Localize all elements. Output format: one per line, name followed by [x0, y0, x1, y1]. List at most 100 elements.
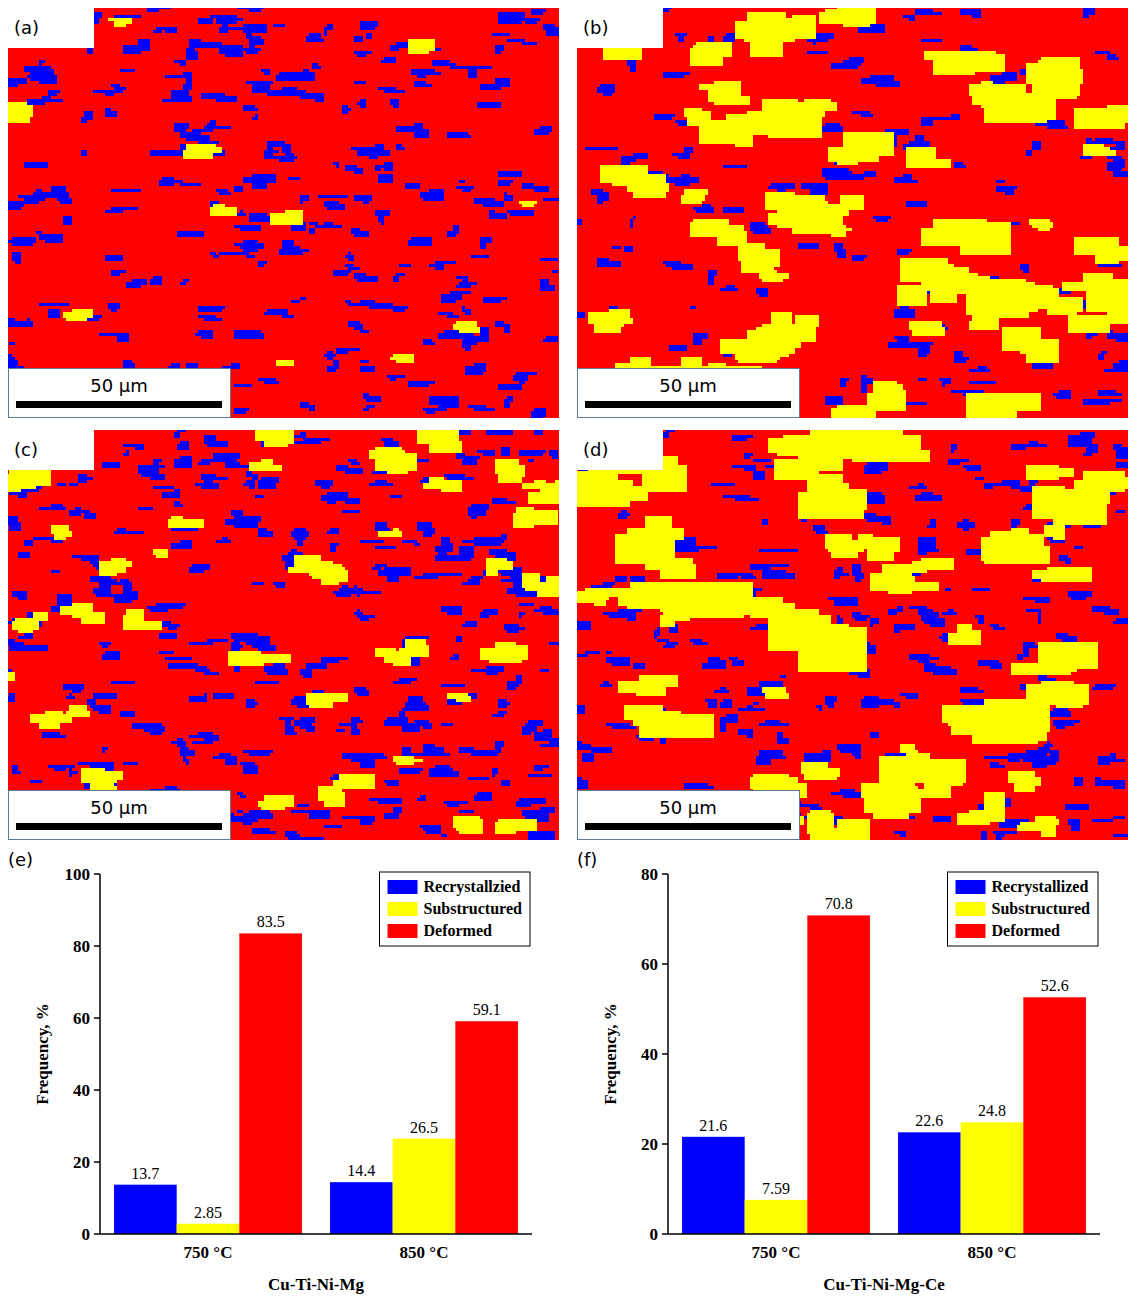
ebsd-grain: [27, 318, 30, 324]
ebsd-grain: [117, 15, 141, 18]
ebsd-grain: [402, 264, 411, 267]
ebsd-grain: [8, 201, 24, 207]
label-notch: [8, 8, 94, 48]
ebsd-grain: [231, 642, 240, 651]
ebsd-grain: [240, 408, 249, 411]
ebsd-grain: [111, 306, 117, 312]
ebsd-grain: [453, 132, 468, 138]
ebsd-grain: [399, 42, 408, 48]
ebsd-grain: [303, 69, 309, 75]
ebsd-grain: [345, 264, 354, 267]
ebsd-grain: [825, 171, 852, 180]
ebsd-grain: [222, 18, 243, 21]
ebsd-grain: [480, 333, 489, 342]
ebsd-grain: [693, 336, 702, 345]
ebsd-grain: [174, 123, 189, 129]
ebsd-grain: [120, 711, 135, 717]
ebsd-grain: [633, 174, 666, 198]
ebsd-grain: [18, 237, 36, 243]
ebsd-grain: [183, 150, 213, 159]
ebsd-grain: [507, 39, 525, 42]
ebsd-grain: [708, 39, 711, 42]
ebsd-grain: [84, 477, 93, 480]
ebsd-grain: [546, 336, 558, 339]
ebsd-grain: [423, 339, 432, 345]
ebsd-grain: [111, 306, 117, 312]
ebsd-grain: [1005, 192, 1014, 195]
ebsd-grain: [1116, 141, 1119, 147]
ebsd-grain: [906, 153, 927, 168]
ebsd-grain: [501, 570, 510, 576]
ebsd-grain: [471, 69, 474, 75]
ebsd-grain: [273, 582, 282, 585]
ebsd-grain: [255, 831, 276, 834]
ebsd-grain: [96, 567, 99, 570]
ebsd-grain: [114, 273, 120, 276]
ebsd-grain: [1080, 156, 1092, 159]
ebsd-grain: [399, 357, 414, 363]
ebsd-grain: [708, 273, 714, 285]
ebsd-grain: [456, 639, 462, 642]
figure: (a)50 μm(b)50 μm(c)50 μm(d)50 μm(e)13.71…: [0, 0, 1128, 1300]
ebsd-grain: [1032, 363, 1050, 369]
ebsd-grain: [258, 528, 267, 537]
ebsd-grain: [237, 810, 243, 813]
ebsd-grain: [951, 114, 960, 120]
ebsd-grain: [753, 228, 771, 234]
ebsd-grain: [252, 219, 270, 222]
ebsd-grain: [24, 198, 39, 204]
ebsd-grain: [180, 183, 192, 186]
ebsd-grain: [345, 300, 351, 303]
ebsd-grain: [1005, 189, 1014, 192]
ebsd-grain: [654, 114, 672, 120]
ebsd-grain: [102, 654, 114, 660]
ebsd-grain: [1095, 51, 1110, 54]
ebsd-grain: [27, 198, 39, 201]
ebsd-grain: [1101, 351, 1107, 354]
ebsd-grain: [342, 105, 348, 111]
ebsd-grain: [324, 222, 333, 225]
ebsd-grain: [396, 354, 414, 363]
ebsd-grain: [8, 357, 15, 360]
ebsd-grain: [459, 180, 465, 183]
ebsd-grain: [12, 81, 27, 84]
ebsd-grain: [195, 741, 207, 744]
ebsd-grain: [663, 114, 669, 117]
ebsd-grain: [906, 402, 927, 405]
ebsd-grain: [927, 12, 942, 15]
ebsd-grain: [507, 627, 519, 633]
ebsd-grain: [534, 186, 549, 192]
ebsd-grain: [102, 645, 108, 648]
ebsd-grain: [255, 84, 270, 90]
ebsd-grain: [150, 279, 156, 285]
ebsd-grain: [462, 189, 471, 192]
ebsd-grain: [27, 99, 45, 105]
ebsd-grain: [528, 459, 534, 462]
ebsd-grain: [954, 354, 957, 363]
ebsd-grain: [696, 42, 732, 57]
ebsd-grain: [1032, 222, 1053, 228]
ebsd-grain: [672, 153, 678, 156]
ebsd-grain: [474, 363, 486, 369]
ebsd-grain: [894, 180, 918, 183]
ebsd-grain: [195, 333, 207, 336]
ebsd-grain: [108, 18, 120, 21]
ebsd-grain: [414, 69, 432, 72]
ebsd-grain: [549, 24, 555, 27]
ebsd-grain: [69, 768, 72, 771]
ebsd-grain: [1125, 174, 1128, 177]
ebsd-grain: [198, 141, 219, 144]
ebsd-grain: [522, 42, 537, 45]
ebsd-grain: [234, 384, 252, 387]
deformed-ground: [8, 430, 559, 840]
ebsd-grain: [921, 39, 939, 42]
ebsd-grain: [354, 687, 366, 693]
ebsd-grain: [12, 321, 24, 327]
ebsd-grain: [954, 162, 963, 165]
ebsd-grain: [963, 357, 969, 360]
ebsd-grain: [552, 270, 558, 273]
ebsd-grain: [267, 381, 279, 384]
ebsd-grain: [99, 333, 117, 336]
ebsd-grain: [99, 642, 111, 645]
ebsd-grain: [246, 471, 252, 477]
